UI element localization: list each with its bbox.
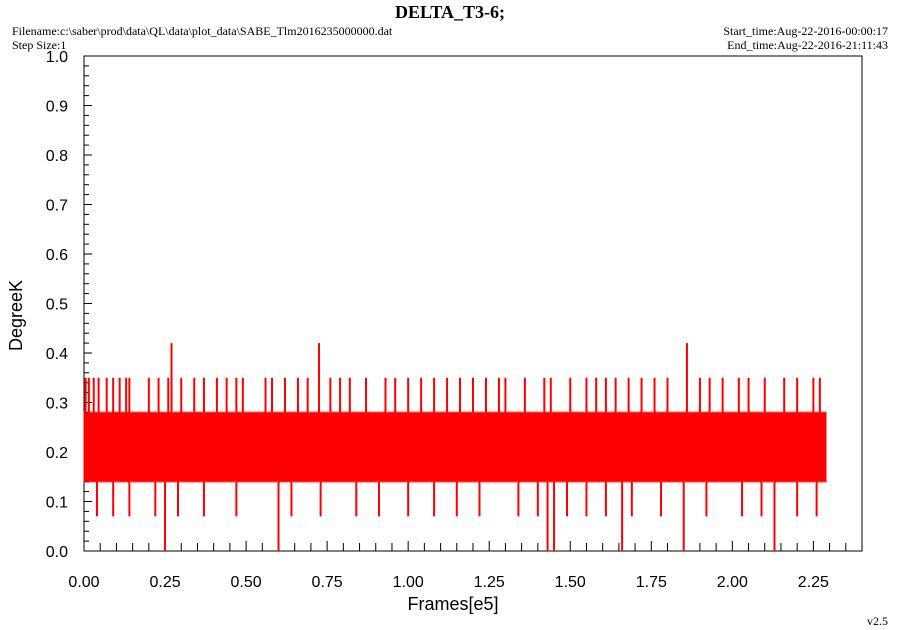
x-tick-label: 2.00	[717, 574, 748, 591]
y-tick-label: 0.4	[46, 346, 68, 363]
version-label: v2.5	[867, 614, 888, 628]
end-time-label: End_time:Aug-22-2016-21:11:43	[727, 38, 888, 52]
x-tick-label: 0.00	[68, 574, 99, 591]
y-tick-label: 0.3	[46, 396, 68, 413]
x-tick-label: 1.00	[393, 574, 424, 591]
x-axis-label: Frames[e5]	[407, 594, 498, 614]
series-line	[83, 343, 827, 551]
y-tick-label: 0.6	[46, 247, 68, 264]
y-tick-label: 0.1	[46, 495, 68, 512]
y-tick-label: 0.8	[46, 148, 68, 165]
y-tick-label: 0.7	[46, 198, 68, 215]
y-axis-label: DegreeK	[6, 280, 26, 351]
x-tick-label: 2.25	[798, 574, 829, 591]
y-tick-label: 0.9	[46, 99, 68, 116]
filename-label: Filename:c:\saber\prod\data\QL\data\plot…	[12, 24, 393, 38]
x-tick-label: 0.50	[231, 574, 262, 591]
y-tick-label: 0.2	[46, 445, 68, 462]
x-tick-label: 1.75	[636, 574, 667, 591]
start-time-label: Start_time:Aug-22-2016-00:00:17	[723, 24, 888, 38]
x-tick-label: 1.50	[555, 574, 586, 591]
x-tick-label: 1.25	[474, 574, 505, 591]
y-tick-label: 1.0	[46, 49, 68, 66]
series-band	[84, 412, 827, 482]
y-tick-label: 0.5	[46, 297, 68, 314]
y-tick-label: 0.0	[46, 544, 68, 561]
chart-title: DELTA_T3-6;	[394, 2, 506, 22]
step-size-label: Step Size:1	[12, 38, 67, 52]
x-tick-label: 0.75	[312, 574, 343, 591]
x-tick-label: 0.25	[149, 574, 180, 591]
